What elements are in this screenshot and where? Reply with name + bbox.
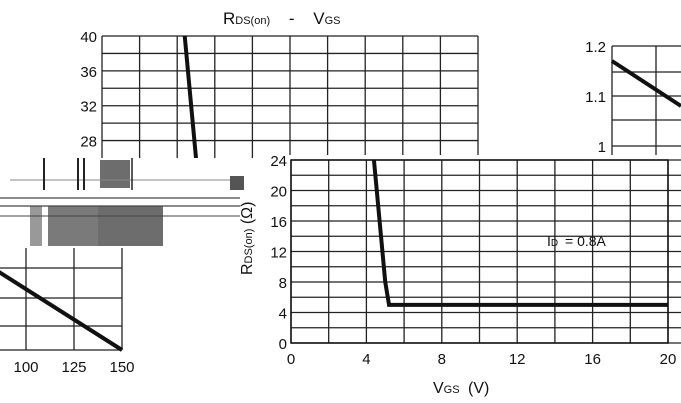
main-y-tick-label: 20 xyxy=(270,184,287,201)
left-x-tick-label: 100 xyxy=(13,359,38,376)
main-x-tick-label: 8 xyxy=(438,351,446,368)
top-chart: 40 36 32 28 xyxy=(80,29,479,159)
top-series-line xyxy=(182,35,198,159)
right-y-tick-label: 1.1 xyxy=(585,89,606,106)
top-y-tick-label: 32 xyxy=(80,99,97,116)
main-y-tick-label: 8 xyxy=(279,275,287,292)
y-axis-label: RDS(on) (Ω) xyxy=(239,202,256,275)
main-x-tick-label: 16 xyxy=(584,351,601,368)
top-y-tick-label: 40 xyxy=(80,29,97,46)
current-annotation: ID = 0.8A xyxy=(547,233,607,249)
top-y-tick-label: 28 xyxy=(80,134,97,151)
main-x-tick-label: 20 xyxy=(660,351,677,368)
top-y-tick-label: 36 xyxy=(80,64,97,81)
x-axis-label: VGS (V) xyxy=(433,380,489,397)
main-plot-frame xyxy=(290,159,669,344)
main-x-tick-label: 0 xyxy=(287,351,295,368)
right-y-tick-label: 1 xyxy=(598,139,606,156)
left-series-line xyxy=(0,270,124,352)
main-x-tick-label: 12 xyxy=(509,351,526,368)
left-x-tick-label: 150 xyxy=(109,359,134,376)
main-y-tick-label: 12 xyxy=(270,245,287,262)
main-series-line xyxy=(371,159,668,307)
main-chart: 0 4 8 12 16 20 24 0 4 8 12 16 20 RDS(on) (Ω) VGS (V… xyxy=(239,153,681,397)
chart-title: RDS(on) - VGS xyxy=(223,9,341,28)
right-series-line xyxy=(610,59,681,108)
scan-artifacts xyxy=(0,158,244,248)
main-y-tick-label: 0 xyxy=(279,336,287,353)
main-x-tick-label: 4 xyxy=(362,351,370,368)
main-y-tick-label: 24 xyxy=(270,153,287,170)
left-x-tick-label: 125 xyxy=(61,359,86,376)
main-y-tick-label: 4 xyxy=(279,306,287,323)
right-chart: 1.2 1.1 1 xyxy=(585,39,681,158)
main-y-tick-label: 16 xyxy=(270,214,287,231)
right-y-tick-label: 1.2 xyxy=(585,39,606,56)
